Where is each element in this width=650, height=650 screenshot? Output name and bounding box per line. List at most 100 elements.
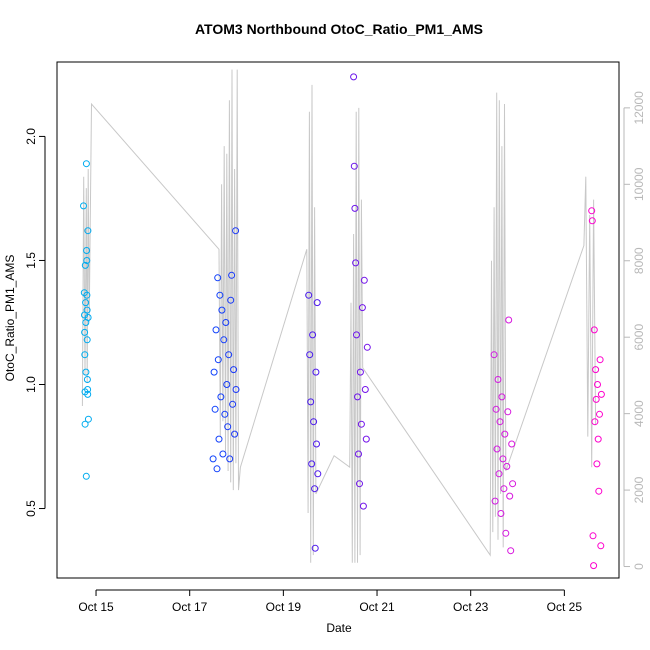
- scatter-point: [314, 470, 322, 478]
- y2-tick-label: 0: [632, 563, 646, 570]
- scatter-point: [83, 306, 91, 314]
- scatter-point: [215, 435, 223, 443]
- scatter-point: [211, 405, 219, 413]
- scatter-point: [588, 217, 596, 225]
- scatter-point: [495, 470, 503, 478]
- scatter-point: [83, 336, 91, 344]
- scatter-point: [507, 547, 515, 555]
- scatter-point: [356, 368, 364, 376]
- scatter-point: [84, 314, 92, 321]
- scatter-point: [354, 393, 361, 401]
- scatter-point: [589, 532, 597, 540]
- scatter-point: [210, 368, 218, 376]
- x-tick-label: Oct 19: [266, 600, 302, 614]
- scatter-point: [497, 510, 505, 517]
- y2-tick-label: 2000: [632, 476, 646, 503]
- plot-frame: [56, 61, 620, 579]
- scatter-point: [503, 462, 511, 470]
- scatter-point: [218, 306, 226, 314]
- scatter-point: [214, 274, 222, 282]
- scatter-point: [592, 395, 600, 403]
- scatter-point: [351, 204, 359, 212]
- y-tick-label: 1.5: [24, 252, 38, 269]
- scatter-point: [352, 259, 360, 267]
- scatter-point: [229, 400, 237, 408]
- scatter-point: [493, 445, 501, 453]
- y2-tick-label: 10000: [632, 167, 646, 201]
- scatter-point: [362, 435, 370, 443]
- scatter-point: [361, 386, 369, 393]
- scatter-point: [80, 202, 87, 210]
- scatter-point: [492, 405, 500, 413]
- scatter-point: [505, 316, 513, 324]
- chart-title: ATOM3 Northbound OtoC_Ratio_PM1_AMS: [195, 21, 483, 37]
- scatter-point: [84, 415, 92, 423]
- scatter-point: [82, 160, 90, 168]
- scatter-point: [313, 299, 321, 307]
- scatter-point: [224, 423, 232, 431]
- scatter-point: [81, 328, 89, 336]
- scatter-point: [350, 73, 358, 81]
- scatter-point: [313, 440, 320, 448]
- scatter-point: [81, 261, 89, 269]
- y2-tick-label: 4000: [632, 400, 646, 427]
- y-axis-label: OtoC_Ratio_PM1_AMS: [3, 255, 17, 382]
- scatter-point: [84, 227, 92, 235]
- scatter-point: [228, 271, 236, 279]
- x-tick-label: Oct 17: [172, 600, 208, 614]
- scatter-point: [83, 376, 91, 383]
- scatter-point: [82, 299, 90, 307]
- scatter-point: [83, 247, 91, 254]
- scatter-point: [353, 331, 360, 339]
- x-tick-label: Oct 21: [359, 600, 395, 614]
- y-tick-label: 0.5: [24, 500, 38, 517]
- scatter-point: [596, 356, 604, 364]
- scatter-point: [81, 351, 89, 359]
- scatter-point: [212, 326, 220, 334]
- scatter-point: [209, 455, 217, 463]
- scatter-point: [305, 291, 313, 299]
- scatter-point: [502, 529, 510, 537]
- scatter-point: [225, 351, 233, 359]
- scatter-point: [357, 420, 365, 428]
- scatter-point: [593, 460, 601, 468]
- axes: Oct 15 Oct 17 Oct 19 Oct 21 Oct 23 Oct 25 0.5 1…: [24, 61, 646, 614]
- scatter-point: [230, 366, 238, 374]
- plot-area: [80, 69, 605, 570]
- scatter-point: [213, 465, 221, 473]
- scatter-point: [592, 366, 600, 374]
- scatter-point: [83, 257, 91, 264]
- scatter-point: [504, 408, 512, 416]
- scatter-point: [360, 276, 368, 284]
- scatter-point: [590, 326, 598, 334]
- scatter-point: [498, 393, 506, 401]
- scatter-point: [501, 430, 509, 438]
- y-tick-label: 2.0: [24, 128, 38, 145]
- y2-tick-label: 12000: [632, 91, 646, 125]
- scatter-point: [499, 455, 507, 463]
- scatter-point: [83, 291, 91, 299]
- scatter-point: [226, 455, 234, 463]
- scatter-point: [312, 368, 320, 376]
- scatter-point: [308, 460, 316, 468]
- scatter-point: [588, 207, 596, 215]
- scatter-point: [216, 291, 224, 299]
- scatter-point: [594, 435, 602, 443]
- scatter-point: [309, 331, 317, 339]
- scatter-point: [311, 544, 319, 552]
- scatter-point: [81, 420, 89, 428]
- scatter-point: [310, 418, 318, 426]
- scatter-point: [222, 319, 230, 326]
- scatter-point: [223, 381, 231, 388]
- scatter-point: [506, 492, 514, 500]
- scatter-point: [590, 562, 598, 570]
- scatter-point: [595, 487, 603, 495]
- scatter-point: [306, 351, 314, 359]
- scatter-point: [84, 390, 92, 398]
- scatter-point: [591, 418, 599, 426]
- x-tick-label: Oct 25: [547, 600, 583, 614]
- scatter-point: [596, 410, 603, 418]
- scatter-point: [307, 398, 315, 406]
